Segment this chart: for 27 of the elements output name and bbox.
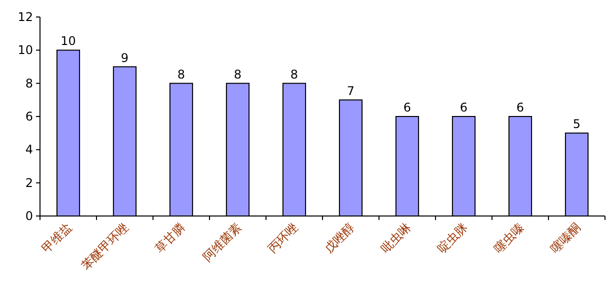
y-tick-label: 12	[18, 10, 33, 24]
x-tick-label: 草甘膦	[152, 220, 188, 256]
data-label: 9	[120, 50, 129, 65]
data-label: 5	[572, 117, 581, 132]
y-tick-label: 8	[25, 76, 33, 90]
y-tick-label: 10	[18, 43, 33, 58]
data-label: 6	[403, 100, 412, 114]
y-tick-label: 4	[25, 142, 33, 157]
x-tick-label: 阿维菌素	[200, 220, 244, 264]
x-tick-label: 苯醚甲环唑	[78, 220, 131, 273]
data-label: 7	[346, 84, 355, 98]
data-label: 10	[60, 34, 76, 48]
y-tick-label: 2	[25, 176, 33, 190]
x-tick-label: 甲维盐	[39, 220, 74, 256]
x-tick-label: 丙环唑	[265, 220, 300, 256]
data-label: 6	[516, 100, 524, 114]
data-label: 8	[234, 67, 242, 82]
x-tick-label: 噻虫嗪	[491, 220, 526, 256]
x-tick-label: 吡虫啉	[378, 220, 414, 256]
x-tick-label: 噻嗪酮	[548, 220, 583, 256]
data-label: 8	[177, 67, 186, 82]
x-tick-label: 戊唑醇	[322, 220, 357, 256]
y-tick-label: 0	[25, 209, 33, 223]
y-tick-label: 6	[25, 110, 33, 124]
data-label: 8	[290, 67, 298, 82]
x-tick-label: 啶虫脒	[434, 220, 470, 256]
data-label: 6	[460, 100, 468, 114]
